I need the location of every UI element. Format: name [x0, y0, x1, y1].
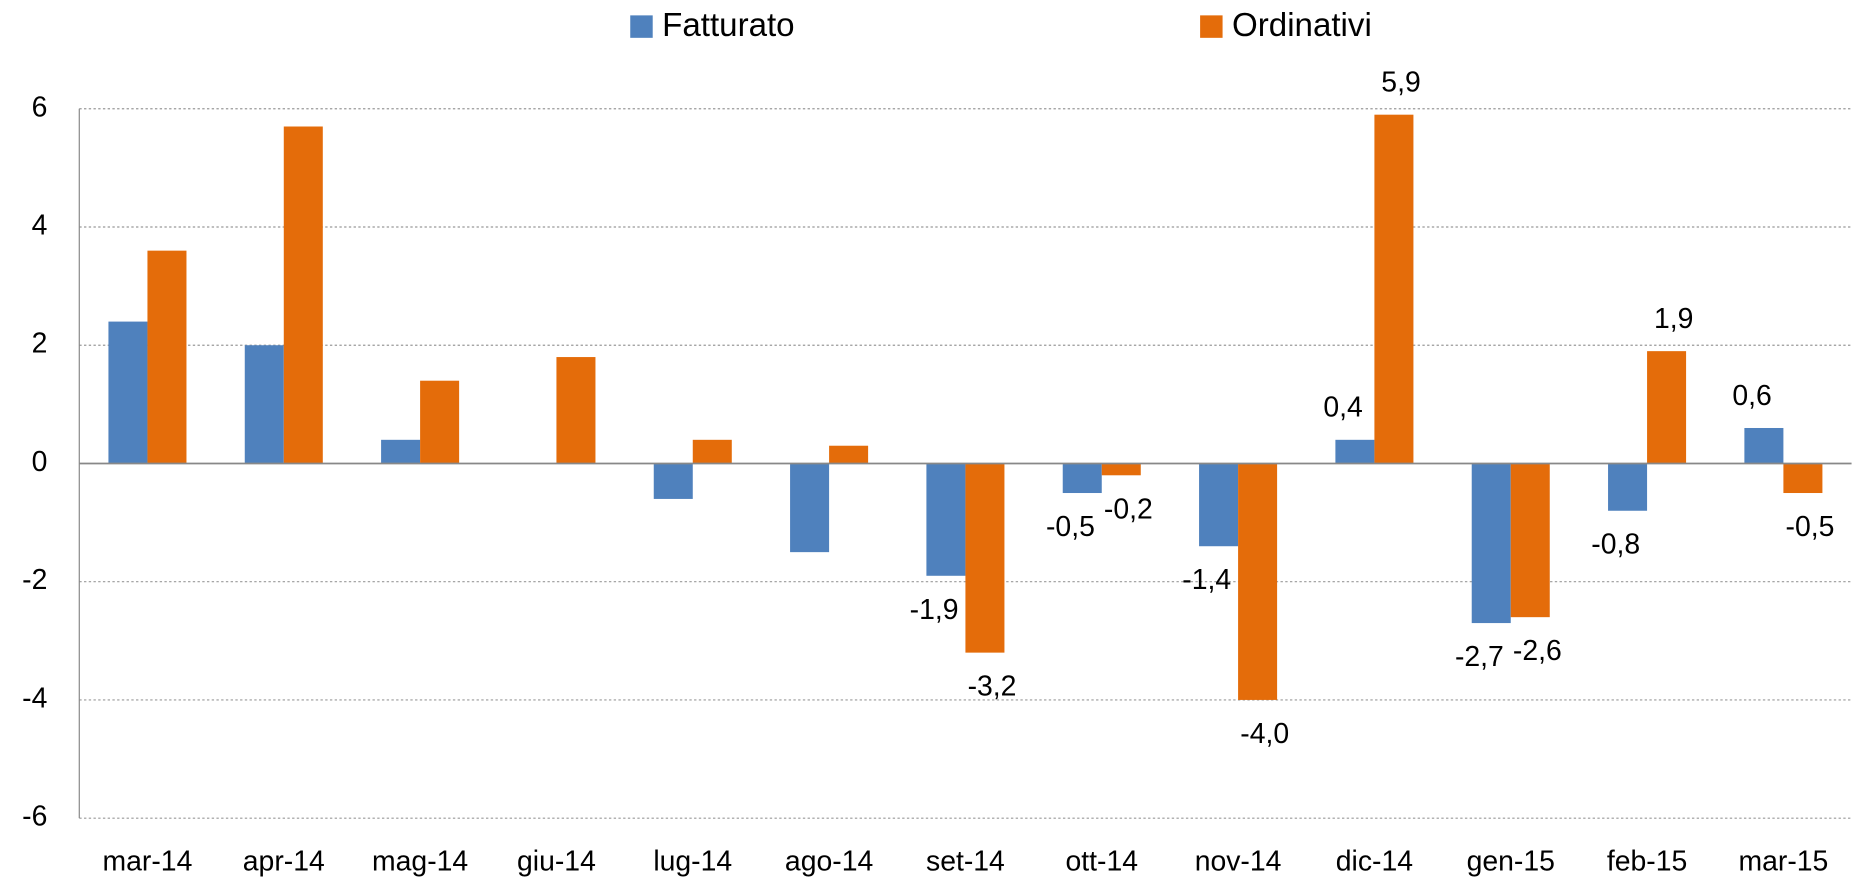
y-tick-label: 2 [32, 328, 48, 360]
bar [1199, 463, 1239, 547]
data-label: 1,9 [1654, 303, 1693, 335]
y-tick-label: -2 [22, 564, 47, 596]
bar [1783, 463, 1823, 494]
data-label: -2,7 [1455, 641, 1504, 673]
y-tick-label: 4 [32, 210, 48, 242]
data-label: -0,8 [1591, 529, 1640, 561]
x-tick-label: ott-14 [1065, 846, 1138, 878]
bar [1471, 463, 1511, 624]
x-tick-label: giu-14 [517, 846, 596, 878]
x-tick-label: dic-14 [1336, 846, 1413, 878]
bar [420, 380, 460, 464]
bar [1647, 351, 1687, 464]
bar [1062, 463, 1102, 494]
bar [692, 439, 732, 464]
x-tick-label: mag-14 [372, 846, 468, 878]
x-tick-label: set-14 [926, 846, 1005, 878]
bar [147, 250, 187, 464]
bar [965, 463, 1005, 653]
legend-swatch [630, 15, 653, 38]
data-label: 5,9 [1381, 66, 1420, 98]
bar [556, 357, 596, 464]
data-label: -0,5 [1786, 511, 1835, 543]
data-label: -0,5 [1046, 511, 1095, 543]
x-tick-label: mar-14 [103, 846, 193, 878]
x-tick-label: feb-15 [1607, 846, 1687, 878]
x-tick-label: gen-15 [1467, 846, 1555, 878]
data-label: -1,4 [1182, 564, 1231, 596]
x-tick-label: apr-14 [243, 846, 325, 878]
bar [283, 126, 323, 464]
bar [790, 463, 830, 553]
bar [926, 463, 966, 576]
x-tick-label: lug-14 [653, 846, 732, 878]
data-label: -2,6 [1513, 635, 1562, 667]
data-label: -0,2 [1104, 493, 1153, 525]
bar [1238, 463, 1278, 700]
bar [1608, 463, 1648, 511]
legend-label: Fatturato [662, 7, 794, 44]
bar [1374, 114, 1414, 464]
bar [1335, 439, 1375, 464]
legend-swatch [1200, 15, 1223, 38]
x-tick-label: mar-15 [1738, 846, 1828, 878]
bar [653, 463, 693, 499]
y-tick-label: -6 [22, 801, 47, 833]
bar [1744, 427, 1784, 464]
legend-label: Ordinativi [1232, 7, 1372, 44]
bar [1510, 463, 1550, 618]
data-label: 0,6 [1732, 380, 1771, 412]
y-tick-label: 6 [32, 91, 48, 123]
bar [244, 345, 284, 464]
y-tick-label: -4 [22, 682, 47, 714]
data-label: -3,2 [968, 671, 1017, 703]
x-tick-label: nov-14 [1195, 846, 1282, 878]
x-tick-label: ago-14 [785, 846, 873, 878]
data-label: 0,4 [1323, 392, 1362, 424]
y-tick-label: 0 [32, 446, 48, 478]
bar [1101, 463, 1141, 476]
bar [381, 439, 421, 464]
data-label: -1,9 [910, 594, 959, 626]
bar [108, 321, 148, 464]
data-label: -4,0 [1240, 718, 1289, 750]
bar [829, 445, 869, 464]
